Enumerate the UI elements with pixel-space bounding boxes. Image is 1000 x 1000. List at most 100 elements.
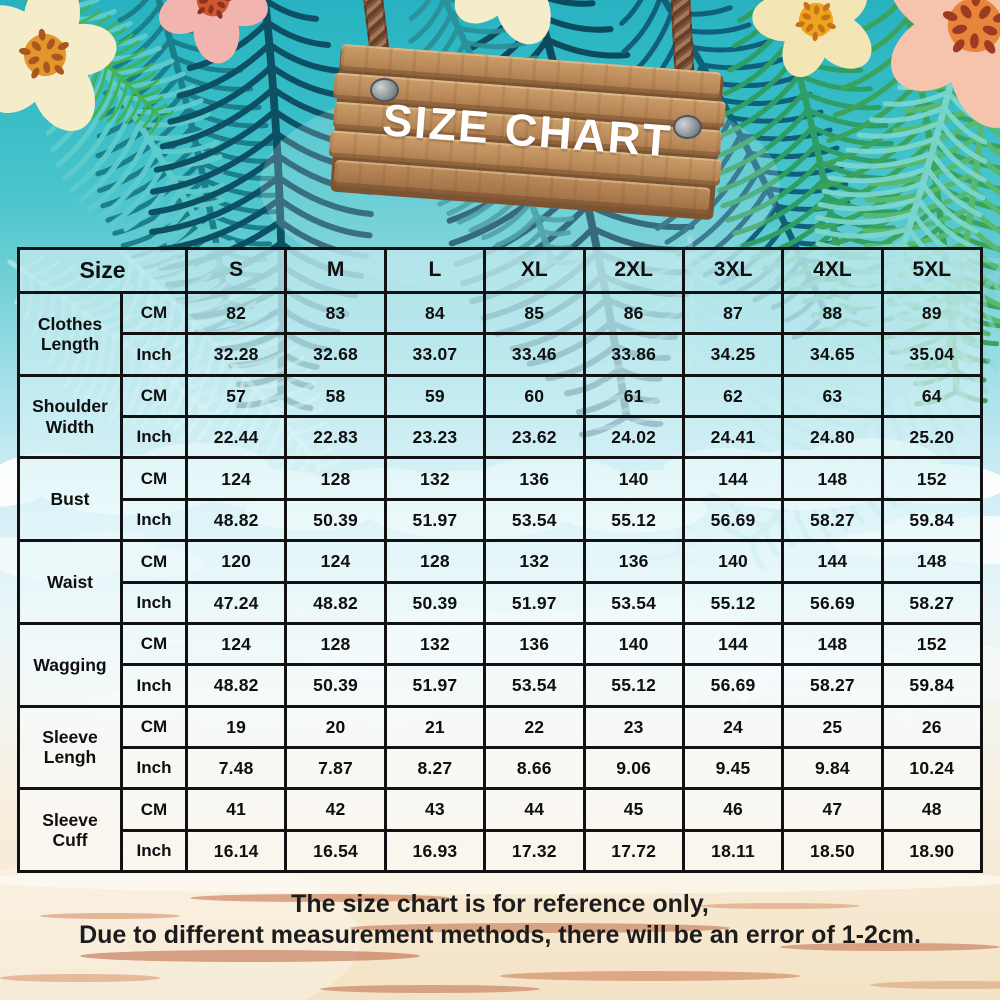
measurement-value-cell: 23.23	[386, 418, 487, 460]
unit-cell-inch: Inch	[123, 666, 188, 708]
measurement-value-cell: 132	[386, 459, 487, 501]
measurement-value-cell: 43	[386, 790, 487, 832]
measurement-value-cell: 59	[386, 376, 487, 419]
size-column-header: L	[386, 250, 487, 294]
sand-streak	[350, 923, 730, 933]
measurement-value-cell: 7.48	[188, 748, 288, 791]
unit-cell-cm: CM	[123, 790, 188, 832]
size-chart-table: Size S M L XL 2XL 3XL 4XL 5XL Clothes Length CM 82 8…	[17, 247, 983, 873]
size-column-header: M	[287, 250, 387, 294]
measurement-value-cell: 33.46	[486, 335, 586, 377]
size-column-header: XL	[486, 250, 586, 294]
measurement-value-cell: 47.24	[188, 583, 288, 625]
measurement-value-cell: 88	[784, 294, 884, 336]
footer-line-1: The size chart is for reference only,	[291, 890, 709, 918]
measurement-value-cell: 26	[883, 707, 983, 749]
measurement-value-cell: 124	[188, 624, 288, 667]
measurement-value-cell: 58.27	[784, 666, 884, 708]
measurement-value-cell: 24.02	[585, 418, 685, 460]
measurement-value-cell: 22.44	[188, 418, 288, 460]
measurement-value-cell: 64	[883, 376, 983, 419]
unit-cell-cm: CM	[123, 294, 188, 336]
measurement-value-cell: 18.50	[784, 831, 884, 873]
measurement-label-cell: Bust	[20, 459, 123, 543]
measurement-value-cell: 20	[287, 707, 387, 749]
measurement-value-cell: 19	[188, 707, 288, 749]
measurement-value-cell: 53.54	[486, 500, 586, 543]
measurement-value-cell: 87	[684, 294, 785, 336]
measurement-value-cell: 50.39	[386, 583, 487, 625]
flower-icon	[752, 0, 872, 78]
sand-streak	[500, 971, 800, 981]
measurement-value-cell: 56.69	[784, 583, 884, 625]
size-corner-cell: Size	[20, 250, 188, 294]
measurement-value-cell: 33.07	[386, 335, 487, 377]
measurement-value-cell: 144	[784, 542, 884, 584]
measurement-value-cell: 152	[883, 624, 983, 667]
sand-streak	[320, 985, 540, 993]
size-column-header: 2XL	[585, 250, 685, 294]
size-column-header: 3XL	[684, 250, 785, 294]
measurement-value-cell: 132	[486, 542, 586, 584]
measurement-value-cell: 18.11	[684, 831, 785, 873]
unit-cell-cm: CM	[123, 707, 188, 749]
measurement-value-cell: 25.20	[883, 418, 983, 460]
measurement-value-cell: 128	[287, 624, 387, 667]
measurement-value-cell: 24	[684, 707, 785, 749]
measurement-value-cell: 59.84	[883, 500, 983, 543]
measurement-value-cell: 63	[784, 376, 884, 419]
measurement-value-cell: 61	[585, 376, 685, 419]
measurement-value-cell: 56.69	[684, 500, 785, 543]
measurement-value-cell: 50.39	[287, 500, 387, 543]
measurement-value-cell: 85	[486, 294, 586, 336]
footer-note: The size chart is for reference only, Du…	[0, 889, 1000, 951]
haze	[0, 866, 1000, 894]
measurement-value-cell: 120	[188, 542, 288, 584]
unit-cell-inch: Inch	[123, 418, 188, 460]
measurement-value-cell: 132	[386, 624, 487, 667]
flower-icon	[0, 0, 117, 132]
measurement-value-cell: 23	[585, 707, 685, 749]
size-column-header: 5XL	[883, 250, 983, 294]
measurement-value-cell: 33.86	[585, 335, 685, 377]
measurement-value-cell: 45	[585, 790, 685, 832]
measurement-value-cell: 60	[486, 376, 586, 419]
measurement-value-cell: 21	[386, 707, 487, 749]
measurement-value-cell: 56.69	[684, 666, 785, 708]
measurement-value-cell: 16.14	[188, 831, 288, 873]
measurement-label-cell: Waist	[20, 542, 123, 625]
size-column-header: S	[188, 250, 288, 294]
measurement-value-cell: 58.27	[784, 500, 884, 543]
measurement-value-cell: 82	[188, 294, 288, 336]
unit-cell-cm: CM	[123, 459, 188, 501]
measurement-label-cell: Wagging	[20, 624, 123, 708]
sand-streak	[0, 974, 160, 982]
measurement-value-cell: 55.12	[684, 583, 785, 625]
measurement-value-cell: 140	[684, 542, 785, 584]
measurement-value-cell: 124	[188, 459, 288, 501]
measurement-value-cell: 34.65	[784, 335, 884, 377]
measurement-value-cell: 7.87	[287, 748, 387, 791]
measurement-value-cell: 50.39	[287, 666, 387, 708]
measurement-value-cell: 128	[287, 459, 387, 501]
measurement-value-cell: 55.12	[585, 500, 685, 543]
measurement-value-cell: 48.82	[287, 583, 387, 625]
measurement-value-cell: 25	[784, 707, 884, 749]
measurement-value-cell: 51.97	[386, 666, 487, 708]
measurement-value-cell: 48	[883, 790, 983, 832]
unit-cell-cm: CM	[123, 542, 188, 584]
measurement-label-cell: Sleeve Lengh	[20, 707, 123, 791]
measurement-value-cell: 144	[684, 459, 785, 501]
flower-icon	[888, 0, 1000, 128]
measurement-value-cell: 124	[287, 542, 387, 584]
unit-cell-inch: Inch	[123, 500, 188, 543]
measurement-value-cell: 140	[585, 459, 685, 501]
measurement-value-cell: 23.62	[486, 418, 586, 460]
measurement-value-cell: 48.82	[188, 500, 288, 543]
measurement-value-cell: 62	[684, 376, 785, 419]
measurement-value-cell: 86	[585, 294, 685, 336]
measurement-value-cell: 47	[784, 790, 884, 832]
measurement-value-cell: 9.84	[784, 748, 884, 791]
nail-icon	[370, 78, 399, 102]
